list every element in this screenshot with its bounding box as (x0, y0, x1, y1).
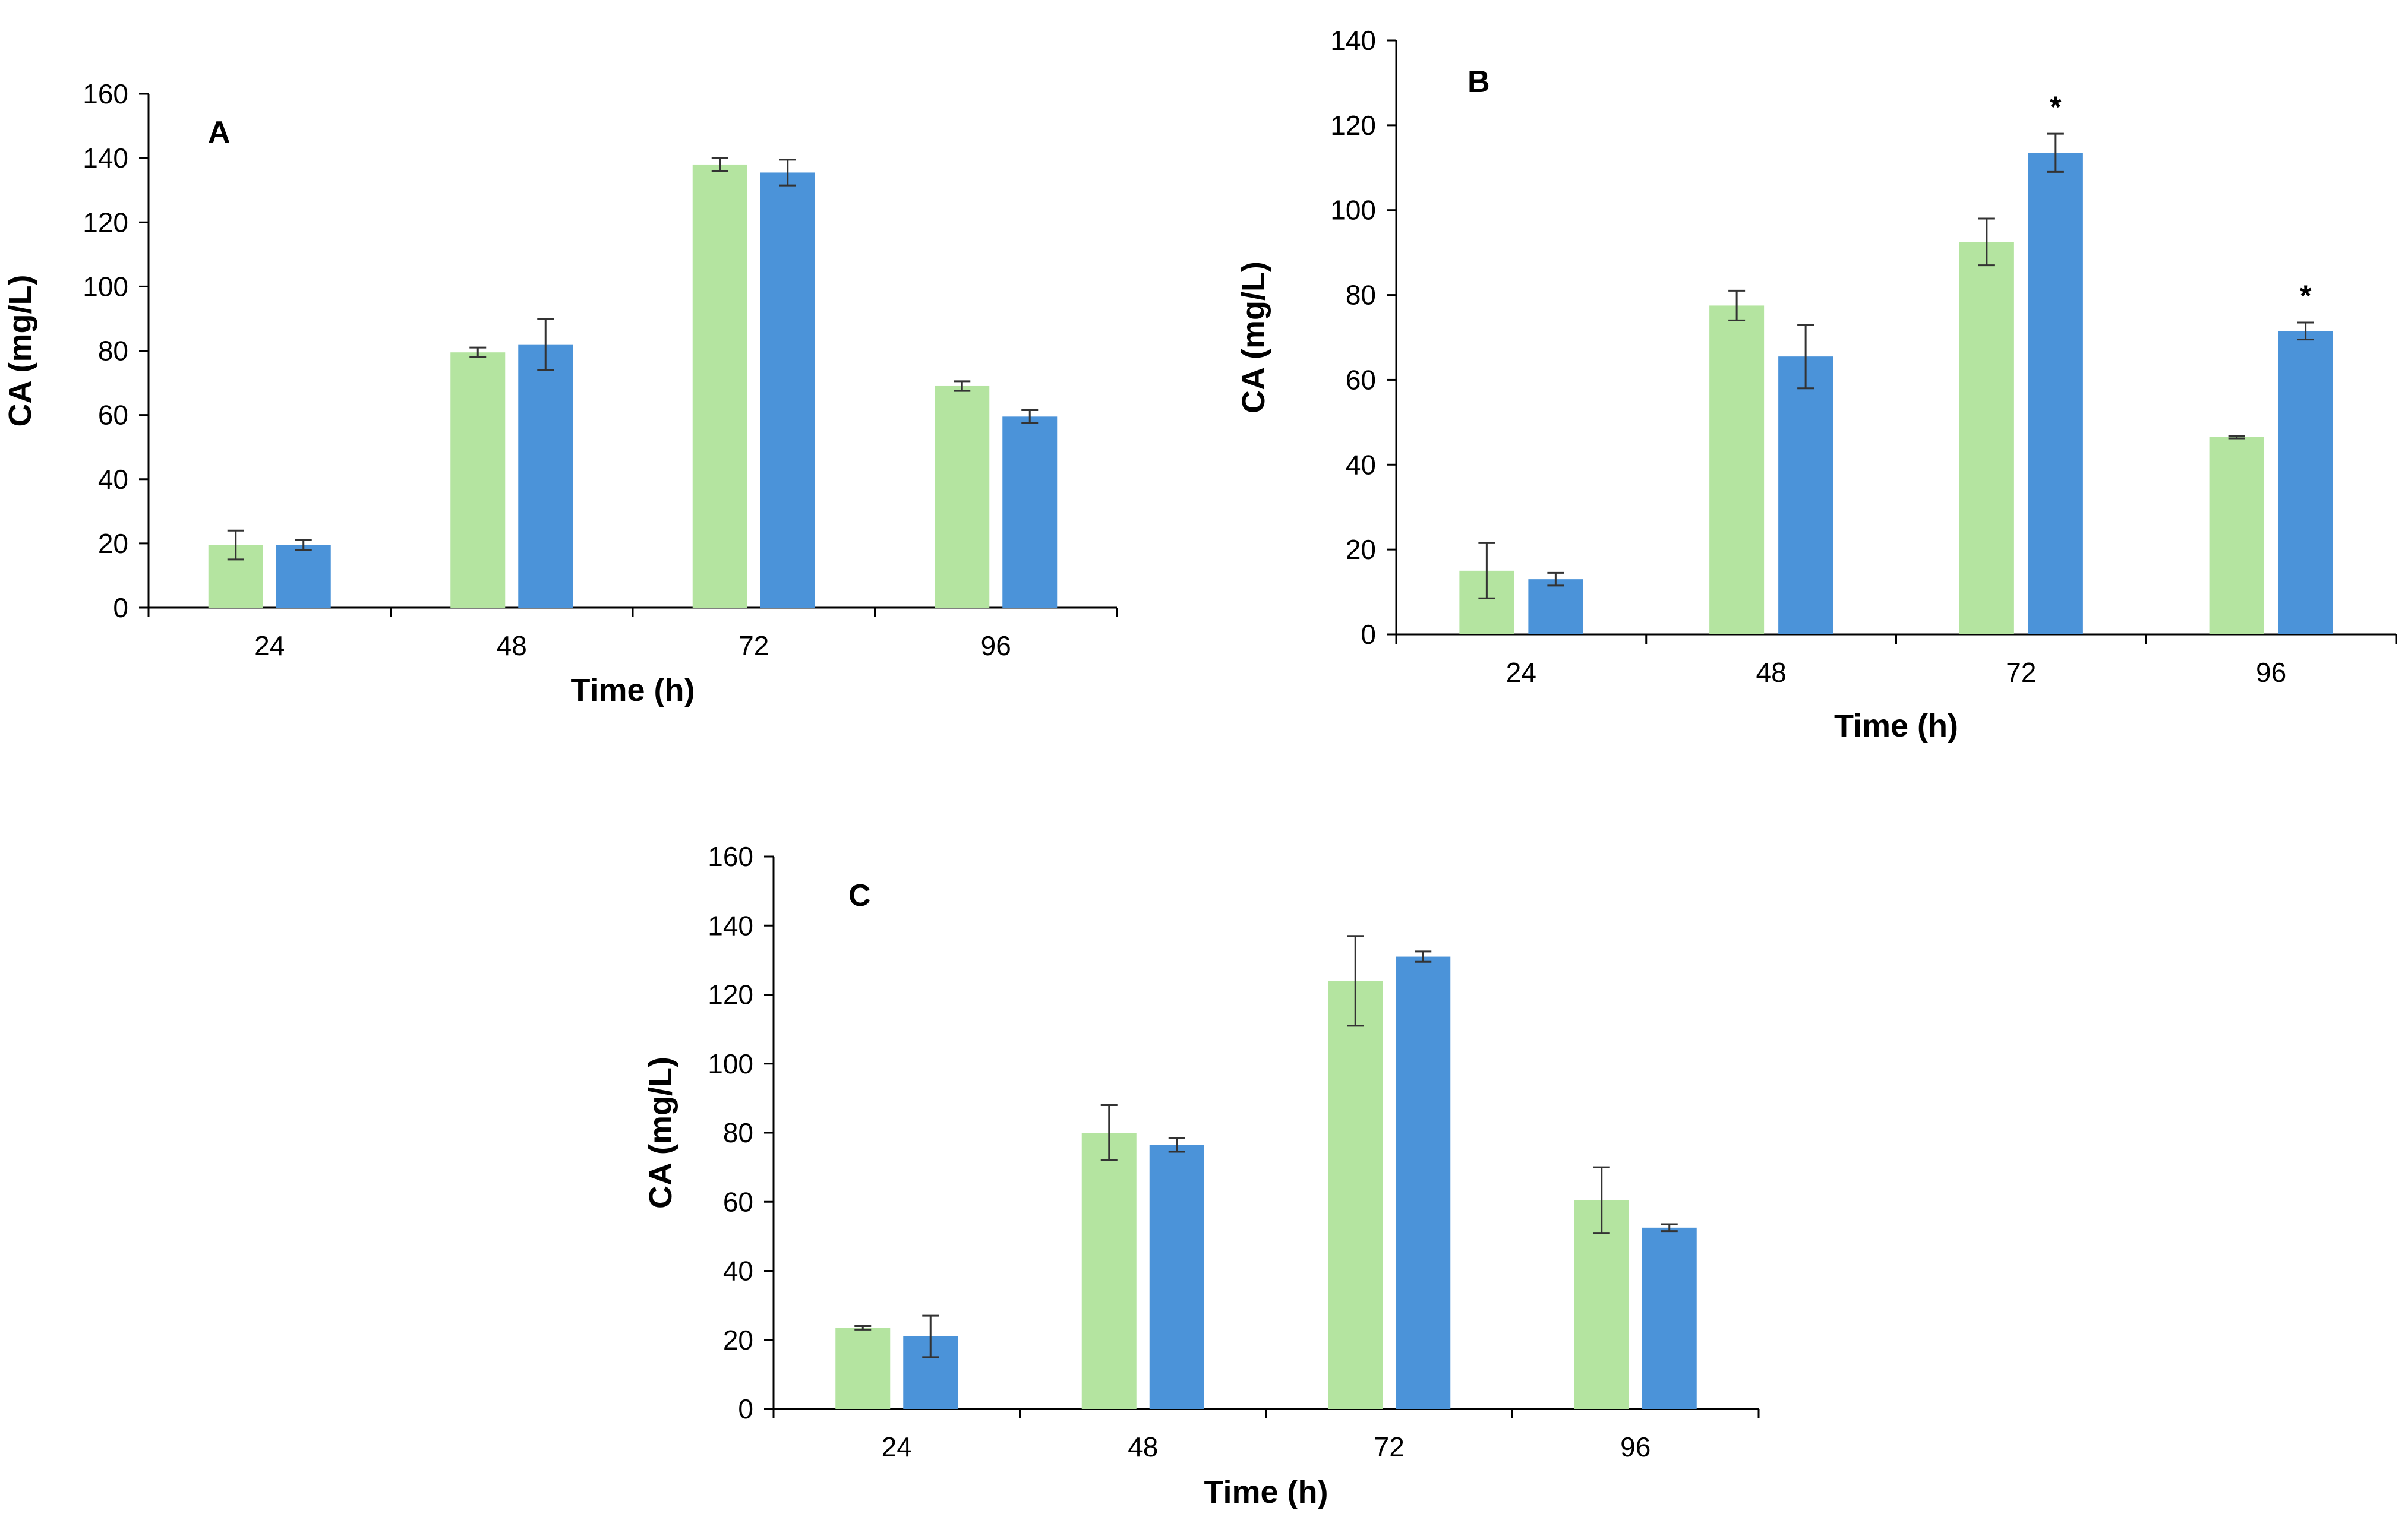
bar (1959, 242, 2014, 634)
panel-letter: B (1467, 65, 1490, 99)
x-tick-label: 24 (882, 1431, 912, 1462)
bar (1081, 1133, 1137, 1409)
panel-b: 0 20 40 60 80 100 120 140 24 48 72 96 * * B Time (h) CA … (1236, 25, 2397, 744)
bar (1002, 416, 1058, 608)
y-tick-label: 160 (83, 78, 128, 109)
bar (692, 164, 747, 608)
y-tick-label: 140 (83, 143, 128, 173)
y-tick-label: 40 (1346, 449, 1376, 480)
y-tick-label: 40 (723, 1256, 753, 1287)
y-tick-label: 120 (708, 979, 753, 1010)
bar (2028, 153, 2083, 634)
significance-asterisk: * (2050, 90, 2062, 124)
bar (1396, 956, 1451, 1409)
x-tick-label: 96 (1620, 1431, 1650, 1462)
x-tick-label: 24 (1506, 657, 1536, 688)
x-tick-label: 72 (739, 630, 769, 661)
bar (835, 1328, 891, 1409)
bar (2278, 331, 2333, 634)
bar (1778, 356, 1833, 634)
y-tick-label: 140 (1330, 25, 1376, 56)
panel-a: 0 20 40 60 80 100 120 140 160 24 48 72 96 A Time (h) CA… (2, 78, 1118, 708)
y-tick-label: 140 (708, 910, 753, 941)
y-tick-label: 20 (723, 1325, 753, 1355)
x-tick-label: 24 (254, 630, 285, 661)
panel-letter: C (848, 878, 871, 913)
x-tick-label: 96 (981, 630, 1011, 661)
y-tick-label: 0 (738, 1393, 753, 1424)
bar (760, 172, 815, 608)
bar (2209, 437, 2264, 634)
y-axis-title: CA (mg/L) (1236, 261, 1271, 413)
y-tick-label: 60 (98, 400, 128, 431)
bar (1574, 1200, 1629, 1409)
y-tick-label: 120 (83, 207, 128, 238)
y-tick-label: 0 (113, 592, 128, 623)
x-tick-label: 96 (2256, 657, 2286, 688)
x-tick-label: 48 (1756, 657, 1787, 688)
y-tick-label: 100 (83, 271, 128, 302)
panel-letter: A (208, 115, 231, 150)
bar (1149, 1145, 1204, 1409)
x-tick-label: 48 (1128, 1431, 1158, 1462)
y-tick-label: 80 (1346, 280, 1376, 311)
y-tick-label: 80 (98, 336, 128, 366)
x-axis-title: Time (h) (570, 672, 695, 708)
panel-c: 0 20 40 60 80 100 120 140 160 24 48 72 96 C Time (h) CA… (643, 841, 1760, 1510)
x-axis-title: Time (h) (1834, 708, 1958, 744)
significance-asterisk: * (2300, 279, 2312, 312)
y-tick-label: 60 (1346, 364, 1376, 395)
bar (518, 344, 573, 608)
x-tick-label: 72 (2006, 657, 2036, 688)
y-tick-label: 60 (723, 1186, 753, 1217)
x-axis-title: Time (h) (1204, 1474, 1328, 1510)
bar (276, 545, 331, 608)
bar (1709, 305, 1765, 634)
bar (450, 352, 506, 608)
y-tick-label: 40 (98, 464, 128, 495)
bar (935, 385, 990, 608)
y-tick-label: 0 (1361, 619, 1376, 650)
y-tick-label: 20 (1346, 534, 1376, 565)
y-tick-label: 120 (1330, 110, 1376, 141)
bar (1642, 1227, 1697, 1409)
x-tick-label: 48 (497, 630, 527, 661)
y-tick-label: 80 (723, 1117, 753, 1148)
bar (1328, 981, 1383, 1409)
y-axis-title: CA (mg/L) (2, 275, 38, 427)
y-tick-label: 20 (98, 528, 128, 559)
y-tick-label: 100 (1330, 195, 1376, 226)
y-tick-label: 160 (708, 841, 753, 872)
y-tick-label: 100 (708, 1048, 753, 1079)
bar (1528, 579, 1583, 634)
x-tick-label: 72 (1374, 1431, 1405, 1462)
y-axis-title: CA (mg/L) (643, 1057, 678, 1209)
